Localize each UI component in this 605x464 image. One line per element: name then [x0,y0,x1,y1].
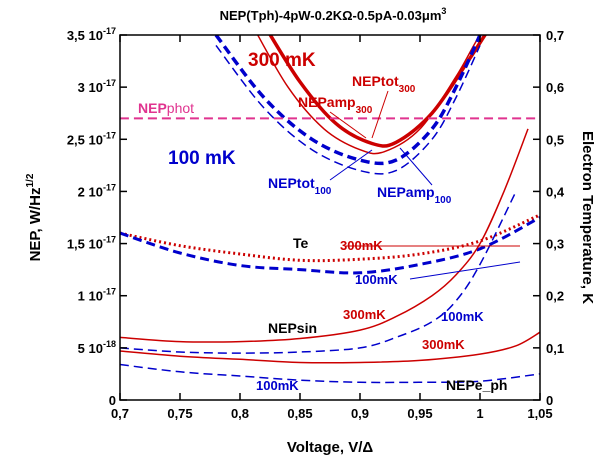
annotation-nepsin300: 300mK [343,307,386,322]
pointer-line [371,90,389,139]
annotation-te: Te [293,235,309,251]
y2-axis-label: Electron Temperature, K [579,131,596,304]
annotation-nepsin100: 100mK [441,309,484,324]
x-tick-label: 0,7 [111,406,129,421]
y-tick-label: 2 10-17 [78,182,116,199]
annotation-nepphot: NEPphot [138,100,194,116]
annotation-nepamp100: NEPamp100 [377,184,452,206]
y-tick-label: 5 10-18 [78,339,116,356]
y-tick-label: 3,5 10-17 [67,26,116,43]
plot-frame [119,34,541,401]
x-tick-label: 0,8 [231,406,249,421]
pointer-line [329,149,373,181]
y2-tick-label: 0,7 [546,28,564,43]
series-nepeph300 [120,331,540,364]
x-tick-label: 1,05 [527,406,552,421]
series-nepamp100 [215,44,481,175]
labels-layer: NEP(Tph)-4pW-0.2KΩ-0.5pA-0.03μm3 Voltage,… [25,6,596,456]
series-te100 [120,216,540,275]
annotation-100mk-big: 100 mK [168,148,236,169]
pointer-line [399,147,433,186]
annotation-nepeph100: 100mK [256,378,299,393]
annotation-300mk-big: 300 mK [248,50,316,71]
y2-tick-label: 0 [546,393,553,408]
y-tick-label: 0 [109,393,116,408]
chart-title: NEP(Tph)-4pW-0.2KΩ-0.5pA-0.03μm3 [220,6,447,23]
series-nepsin300 [120,128,529,343]
series-neptot100 [214,35,482,166]
y-axis-label: NEP, W/Hz1/2 [25,173,44,261]
x-tick-label: 0,95 [407,406,432,421]
x-tick-label: 1 [476,406,483,421]
annotation-te100: 100mK [355,272,398,287]
x-tick-label: 0,85 [287,406,312,421]
y-tick-label: 3 10-17 [78,78,116,95]
x-axis-label: Voltage, V/Δ [287,439,374,456]
annotation-nepeph300: 300mK [422,337,465,352]
x-tick-label: 0,9 [351,406,369,421]
annotation-nepeph: NEPe_ph [446,377,507,393]
pointer-line [329,111,367,139]
y-tick-label: 2,5 10-17 [67,130,116,147]
series-nepeph100 [120,363,540,384]
y2-tick-label: 0,2 [546,289,564,304]
annotation-nepsin: NEPsin [268,320,317,336]
y2-tick-label: 0,4 [546,184,565,199]
pointer-line [409,261,521,280]
x-tick-label: 0,75 [167,406,192,421]
y-tick-label: 1,5 10-17 [67,235,116,252]
series-nepsin100 [120,191,517,354]
y2-tick-label: 0,6 [546,80,564,95]
series-te300 [120,213,540,263]
annotation-neptot100: NEPtot100 [268,175,332,197]
annotation-neptot300: NEPtot300 [352,73,416,95]
series-layer [120,35,540,384]
y2-tick-label: 0,1 [546,341,564,356]
y2-tick-label: 0,5 [546,132,564,147]
y2-tick-label: 0,3 [546,237,564,252]
annotation-nepamp300: NEPamp300 [298,94,373,116]
y-tick-label: 1 10-17 [78,287,116,304]
